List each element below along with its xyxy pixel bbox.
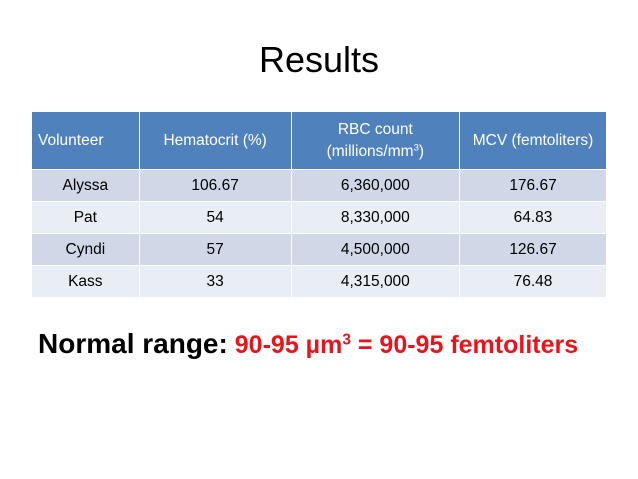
slide-title: Results <box>0 38 638 82</box>
normal-range-value: 90-95 µm3 = 90-95 femtoliters <box>235 331 578 359</box>
table-row: Cyndi 57 4,500,000 126.67 <box>32 234 606 266</box>
table-header-row: Volunteer Hematocrit (%) RBC count (mill… <box>32 112 606 170</box>
table-row: Pat 54 8,330,000 64.83 <box>32 202 606 234</box>
cell-mcv: 176.67 <box>460 170 606 202</box>
header-volunteer: Volunteer <box>32 112 139 170</box>
header-mcv: MCV (femtoliters) <box>460 112 606 170</box>
cell-volunteer: Pat <box>32 202 139 234</box>
normal-range-note: Normal range: 90-95 µm3 = 90-95 femtolit… <box>38 327 578 362</box>
header-hematocrit: Hematocrit (%) <box>139 112 291 170</box>
cell-hematocrit: 54 <box>139 202 291 234</box>
normal-range-superscript: 3 <box>342 331 351 348</box>
results-table: Volunteer Hematocrit (%) RBC count (mill… <box>32 112 606 298</box>
cell-rbc-count: 4,315,000 <box>291 266 459 298</box>
normal-range-label: Normal range: <box>38 328 228 359</box>
cell-rbc-count: 8,330,000 <box>291 202 459 234</box>
table-row: Kass 33 4,315,000 76.48 <box>32 266 606 298</box>
cell-rbc-count: 6,360,000 <box>291 170 459 202</box>
cell-mcv: 64.83 <box>460 202 606 234</box>
cell-rbc-count: 4,500,000 <box>291 234 459 266</box>
cell-volunteer: Cyndi <box>32 234 139 266</box>
cell-hematocrit: 57 <box>139 234 291 266</box>
header-rbc-count: RBC count (millions/mm3) <box>291 112 459 170</box>
cell-volunteer: Alyssa <box>32 170 139 202</box>
cell-hematocrit: 33 <box>139 266 291 298</box>
table-row: Alyssa 106.67 6,360,000 176.67 <box>32 170 606 202</box>
cell-volunteer: Kass <box>32 266 139 298</box>
cell-mcv: 126.67 <box>460 234 606 266</box>
cell-mcv: 76.48 <box>460 266 606 298</box>
cell-hematocrit: 106.67 <box>139 170 291 202</box>
